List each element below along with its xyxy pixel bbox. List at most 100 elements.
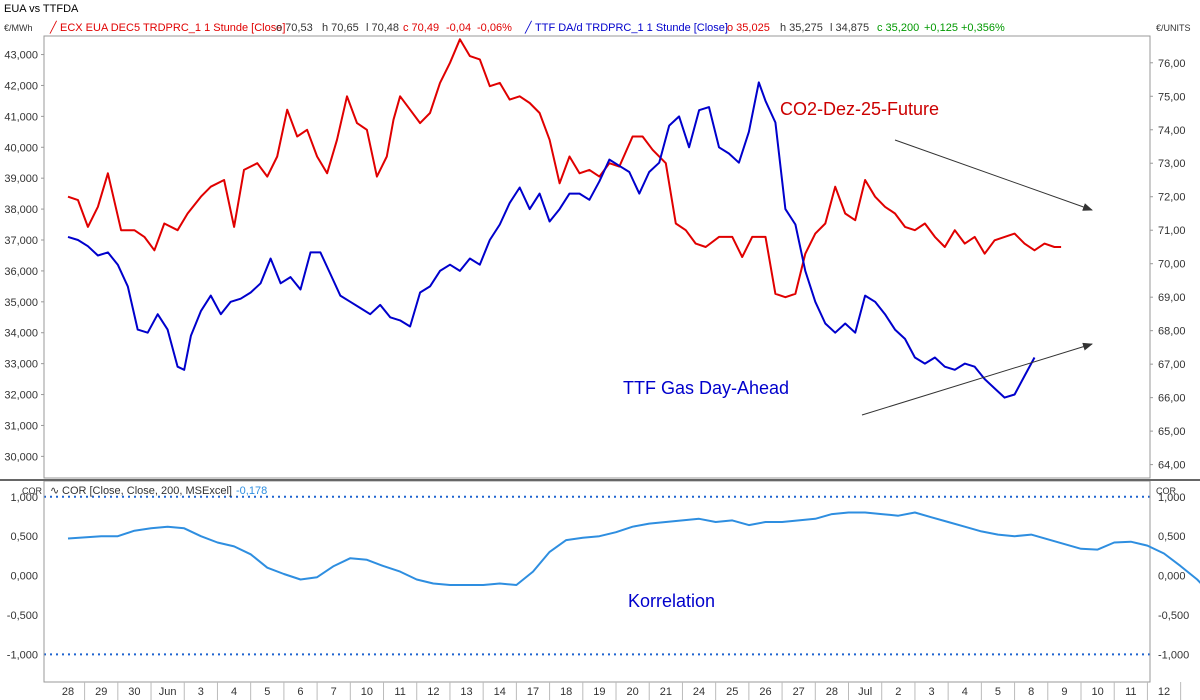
ttf-high: h 35,275	[780, 22, 823, 34]
x-axis-tick-label: 5	[995, 686, 1001, 698]
uptrend-arrow	[861, 342, 1093, 416]
x-axis-tick-label: Jul	[858, 686, 872, 698]
x-axis-tick-label: 2	[895, 686, 901, 698]
ttf-series-line	[67, 81, 1036, 399]
series-layer	[67, 38, 1200, 586]
right-axis-tick-label: 69,00	[1158, 292, 1186, 304]
right-axis-tick-label: 71,00	[1158, 225, 1186, 237]
ttf-close: c 35,200	[877, 22, 919, 34]
cor-right-tick-label: -1,000	[1158, 649, 1189, 661]
right-axis-tick-label: 73,00	[1158, 158, 1186, 170]
right-axis-tick-label: 68,00	[1158, 326, 1186, 338]
ttf-legend: ╱ TTF DA/d TRDPRC_1 1 Stunde [Close] o 3…	[524, 20, 1005, 34]
ttf-low: l 34,875	[830, 22, 869, 34]
eua-legend-icon: ╱	[49, 20, 58, 34]
x-axis-tick-label: 24	[693, 686, 705, 698]
left-axis-tick-label: 40,000	[4, 142, 38, 154]
cor-left-tick-label: 0,000	[10, 571, 38, 583]
x-axis-tick-label: 12	[427, 686, 439, 698]
x-axis-tick-label: 21	[660, 686, 672, 698]
x-axis-tick-label: 7	[331, 686, 337, 698]
left-axis-tick-label: 33,000	[4, 359, 38, 371]
x-axis-tick-label: 10	[361, 686, 373, 698]
panel-frames	[0, 35, 1200, 683]
x-axis-tick-label: 28	[62, 686, 74, 698]
ttf-open: o 35,025	[727, 22, 770, 34]
eua-change: -0,04	[446, 22, 471, 34]
left-axis-tick-label: 38,000	[4, 204, 38, 216]
eua-legend: ╱ ECX EUA DEC5 TRDPRC_1 1 Stunde [Close]…	[49, 20, 512, 34]
left-axis-tick-label: 42,000	[4, 80, 38, 92]
left-axis-tick-label: 39,000	[4, 173, 38, 185]
x-axis-tick-label: 12	[1158, 686, 1170, 698]
cor-axis-label-left: COR	[22, 486, 43, 496]
eua-low: l 70,48	[366, 22, 399, 34]
x-axis-tick-label: 4	[962, 686, 968, 698]
eua-legend-name: ECX EUA DEC5 TRDPRC_1 1 Stunde [Close]	[60, 22, 285, 34]
downtrend-arrow	[894, 139, 1093, 211]
cor-axis-label-right: COR	[1156, 486, 1177, 496]
cor-left-tick-label: -0,500	[7, 610, 38, 622]
cor-left-tick-label: 1,000	[10, 492, 38, 504]
right-axis-tick-label: 70,00	[1158, 259, 1186, 271]
cor-right-tick-label: 0,500	[1158, 531, 1186, 543]
x-axis-tick-label: 3	[198, 686, 204, 698]
ttf-change: +0,125	[924, 22, 958, 34]
eua-high: h 70,65	[322, 22, 359, 34]
right-axis-tick-label: 64,00	[1158, 460, 1186, 472]
left-axis-tick-label: 43,000	[4, 50, 38, 62]
right-axis-tick-label: 72,00	[1158, 192, 1186, 204]
co2-annotation: CO2-Dez-25-Future	[780, 99, 939, 119]
x-axis-tick-label: 13	[460, 686, 472, 698]
left-axis-tick-label: 41,000	[4, 111, 38, 123]
x-axis-tick-label: 26	[759, 686, 771, 698]
cor-right-tick-label: 1,000	[1158, 492, 1186, 504]
cor-right-tick-label: -0,500	[1158, 610, 1189, 622]
cor-value: -0,178	[236, 485, 267, 497]
eua-close: c 70,49	[403, 22, 439, 34]
right-axis-tick-label: 74,00	[1158, 125, 1186, 137]
left-axis-tick-label: 31,000	[4, 420, 38, 432]
left-unit-label: €/MWh	[4, 23, 33, 33]
right-axis-tick-label: 76,00	[1158, 58, 1186, 70]
left-axis-tick-label: 35,000	[4, 297, 38, 309]
left-axis-tick-label: 37,000	[4, 235, 38, 247]
chart-title: EUA vs TTFDA	[4, 3, 79, 15]
x-axis-tick-label: 19	[593, 686, 605, 698]
x-axis-tick-label: 5	[264, 686, 270, 698]
ttf-change-pct: +0,356%	[961, 22, 1005, 34]
ttf-legend-name: TTF DA/d TRDPRC_1 1 Stunde [Close]	[535, 22, 728, 34]
x-axis-tick-label: 28	[826, 686, 838, 698]
x-axis-tick-label: 27	[793, 686, 805, 698]
x-axis-tick-label: 14	[494, 686, 506, 698]
x-axis-tick-label: 18	[560, 686, 572, 698]
x-axis-tick-label: 9	[1061, 686, 1067, 698]
ttf-annotation: TTF Gas Day-Ahead	[623, 378, 789, 398]
x-axis-tick-label: Jun	[159, 686, 177, 698]
x-axis-tick-label: 29	[95, 686, 107, 698]
cor-right-tick-label: 0,000	[1158, 571, 1186, 583]
cor-legend: COR [Close, Close, 200, MSExcel]	[62, 485, 232, 497]
x-axis-tick-label: 10	[1091, 686, 1103, 698]
x-axis-tick-label: 20	[626, 686, 638, 698]
grid-layer	[44, 495, 1150, 656]
right-axis-tick-label: 67,00	[1158, 359, 1186, 371]
axes-layer: 30,00031,00032,00033,00034,00035,00036,0…	[4, 50, 1189, 700]
right-axis-tick-label: 66,00	[1158, 393, 1186, 405]
cor-left-tick-label: 0,500	[10, 531, 38, 543]
correlation-annotation: Korrelation	[628, 591, 715, 611]
eua-change-pct: -0,06%	[477, 22, 512, 34]
x-axis-tick-label: 30	[128, 686, 140, 698]
left-axis-tick-label: 34,000	[4, 328, 38, 340]
ttf-legend-icon: ╱	[524, 20, 533, 34]
cor-panel-frame	[43, 480, 1151, 683]
cor-series-line	[67, 511, 1200, 586]
x-axis-tick-label: 4	[231, 686, 237, 698]
x-axis-tick-label: 11	[394, 686, 405, 698]
cor-left-tick-label: -1,000	[7, 649, 38, 661]
eua-series-line	[67, 38, 1062, 299]
left-axis-tick-label: 36,000	[4, 266, 38, 278]
x-axis-tick-label: 25	[726, 686, 738, 698]
x-axis-tick-label: 11	[1125, 686, 1136, 698]
